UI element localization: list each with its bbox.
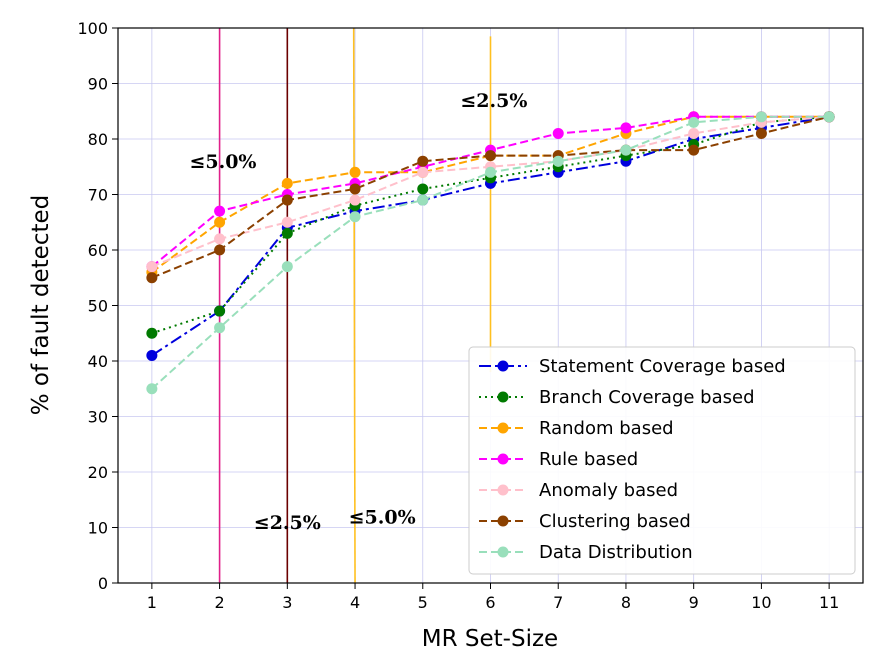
data-point [214, 322, 226, 334]
threshold-annotation: ≤5.0% [189, 151, 256, 173]
y-tick-label: 40 [88, 352, 108, 371]
series-path [151, 115, 830, 274]
data-point [214, 233, 226, 245]
data-point [214, 205, 226, 217]
legend-label: Data Distribution [539, 542, 693, 563]
x-tick-label: 1 [147, 593, 157, 612]
data-point [146, 327, 158, 339]
data-point [146, 349, 158, 361]
legend-marker [497, 391, 509, 403]
legend-label: Rule based [539, 449, 638, 470]
legend-label: Clustering based [539, 511, 691, 532]
x-axis-label: MR Set-Size [422, 626, 558, 652]
data-point [688, 144, 700, 156]
data-point [823, 111, 835, 123]
data-point [146, 272, 158, 284]
data-point [214, 244, 226, 256]
y-tick-label: 80 [88, 130, 108, 149]
reference-lines [218, 27, 492, 584]
data-point [349, 183, 361, 195]
data-point [417, 194, 429, 206]
data-point [620, 144, 632, 156]
data-point [417, 166, 429, 178]
y-tick-label: 100 [77, 19, 108, 38]
threshold-line [352, 27, 356, 584]
data-point [688, 127, 700, 139]
x-tick-label: 10 [751, 593, 771, 612]
data-point [214, 216, 226, 228]
data-point [417, 183, 429, 195]
data-point [552, 127, 564, 139]
legend-item: Random based [479, 418, 674, 439]
legend-marker [497, 422, 509, 434]
legend-marker [497, 515, 509, 527]
legend-item: Anomaly based [479, 480, 678, 501]
y-tick-label: 70 [88, 186, 108, 205]
legend-item: Statement Coverage based [479, 356, 786, 377]
data-point [349, 194, 361, 206]
legend-item: Branch Coverage based [479, 387, 755, 408]
legend-marker [497, 546, 509, 558]
x-tick-label: 4 [350, 593, 360, 612]
data-point [349, 166, 361, 178]
data-point [755, 111, 767, 123]
series-line [146, 111, 835, 395]
y-tick-label: 30 [88, 408, 108, 427]
legend-box [468, 346, 856, 575]
x-tick-label: 6 [485, 593, 495, 612]
data-point [620, 122, 632, 134]
data-point [485, 150, 496, 162]
y-tick-label: 60 [88, 241, 108, 260]
y-tick-label: 20 [88, 463, 108, 482]
threshold-annotation: ≤2.5% [254, 512, 321, 534]
annotations: ≤5.0% ≤2.5% ≤2.5% ≤5.0% [189, 90, 527, 534]
data-point [349, 211, 361, 223]
data-point [281, 194, 293, 206]
legend-item: Rule based [479, 449, 638, 470]
axis-ticks: 1 2 3 4 5 6 7 8 9 10 11 0 10 20 30 40 50 60 70 80 90 100 [77, 19, 839, 612]
x-tick-label: 2 [214, 593, 224, 612]
legend-label: Random based [539, 418, 674, 439]
legend-marker [497, 360, 509, 372]
legend-item: Clustering based [479, 511, 691, 532]
data-point [146, 261, 158, 273]
y-tick-label: 10 [88, 519, 108, 538]
y-tick-label: 0 [98, 574, 108, 593]
data-point [281, 227, 293, 239]
data-point [281, 177, 293, 189]
data-point [688, 116, 700, 128]
data-point [281, 216, 293, 228]
data-point [755, 127, 767, 139]
y-tick-label: 90 [88, 75, 108, 94]
legend-label: Anomaly based [539, 480, 678, 501]
data-point [417, 155, 429, 167]
x-tick-label: 7 [553, 593, 563, 612]
data-point [281, 261, 293, 273]
legend-label: Branch Coverage based [539, 387, 755, 408]
legend-marker [497, 484, 509, 496]
x-tick-label: 9 [689, 593, 699, 612]
y-tick-label: 50 [88, 297, 108, 316]
data-point [214, 305, 226, 317]
threshold-annotation: ≤5.0% [349, 506, 416, 528]
legend-marker [497, 453, 509, 465]
x-tick-label: 11 [819, 593, 839, 612]
data-point [485, 166, 496, 178]
legend-item: Data Distribution [479, 542, 693, 563]
x-tick-label: 3 [282, 593, 292, 612]
series-group [146, 111, 835, 395]
threshold-annotation: ≤2.5% [460, 90, 527, 112]
x-tick-label: 8 [621, 593, 631, 612]
x-tick-label: 5 [418, 593, 428, 612]
y-axis-label: % of fault detected [28, 195, 54, 415]
legend: Statement Coverage based Branch Coverage … [468, 346, 856, 575]
legend-label: Statement Coverage based [539, 356, 786, 377]
data-point [552, 155, 564, 167]
data-point [146, 383, 158, 395]
